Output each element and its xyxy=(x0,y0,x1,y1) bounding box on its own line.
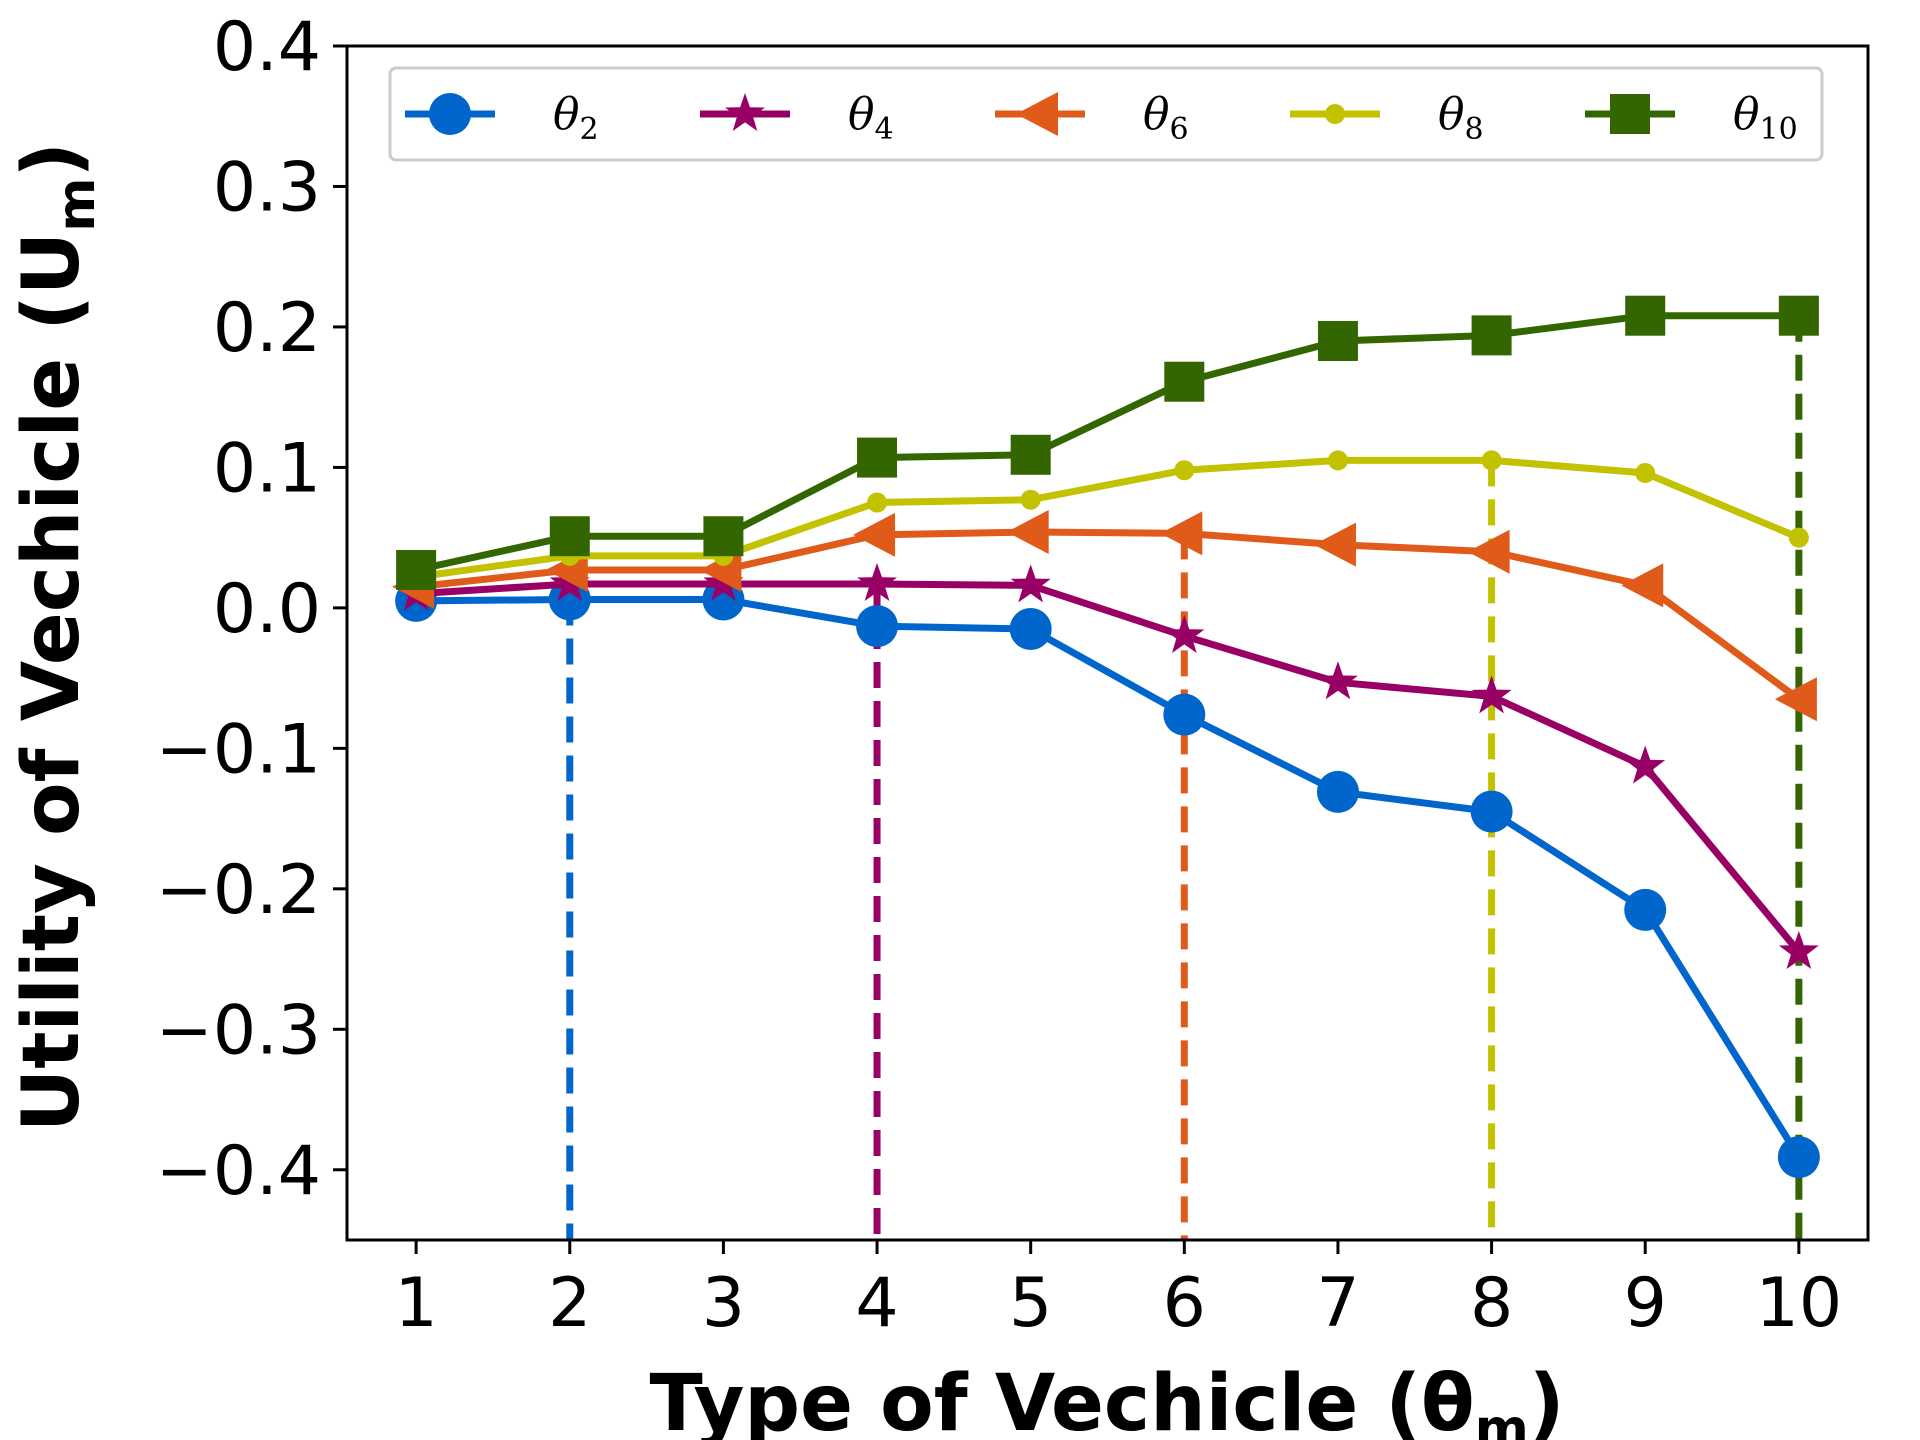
y-tick-label: −0.1 xyxy=(156,710,321,789)
y-tick-label: −0.3 xyxy=(156,991,321,1070)
y-tick-label: 0.4 xyxy=(213,8,321,87)
legend-marker xyxy=(725,93,765,131)
data-point xyxy=(1777,1136,1820,1179)
data-point xyxy=(1164,615,1205,653)
data-point xyxy=(1010,564,1051,603)
legend-label: θ8 xyxy=(1438,89,1484,147)
data-point xyxy=(1778,295,1819,336)
series-θ10 xyxy=(396,295,1819,590)
legend-marker xyxy=(1610,94,1650,134)
y-tick-label: 0.0 xyxy=(213,570,321,649)
data-point xyxy=(702,578,745,621)
data-point xyxy=(867,492,888,513)
legend-item: θ10 xyxy=(1585,89,1798,147)
y-tick-label: 0.1 xyxy=(213,429,321,508)
series-θ2 xyxy=(395,578,1820,1179)
data-point xyxy=(1318,661,1358,700)
x-axis-label-subscript: m xyxy=(1475,1399,1529,1440)
data-point xyxy=(1313,522,1356,567)
data-point xyxy=(1624,888,1667,931)
legend-marker xyxy=(1325,104,1345,124)
x-tick-label: 1 xyxy=(395,1264,438,1343)
data-point xyxy=(1163,693,1206,736)
x-tick-label: 2 xyxy=(548,1264,591,1343)
data-point xyxy=(396,549,437,590)
data-point xyxy=(1635,463,1656,484)
data-point xyxy=(1621,563,1664,608)
legend-item: θ4 xyxy=(700,89,894,147)
data-point xyxy=(549,516,590,557)
y-axis-label-text: Utility of Vechicle (U xyxy=(7,232,97,1132)
series-line xyxy=(415,580,1802,955)
legend-item: θ2 xyxy=(405,89,599,147)
series-line xyxy=(415,456,1801,581)
data-point xyxy=(1020,489,1041,510)
data-point xyxy=(853,512,896,557)
x-tick-label: 6 xyxy=(1163,1264,1206,1343)
legend-item: θ6 xyxy=(995,89,1189,147)
data-point xyxy=(1160,511,1203,556)
plot-background xyxy=(347,46,1868,1240)
data-point xyxy=(1009,607,1052,650)
data-point xyxy=(548,578,591,621)
legend-label: θ6 xyxy=(1143,89,1189,147)
x-tick-label: 9 xyxy=(1624,1264,1667,1343)
data-point xyxy=(1010,434,1051,475)
optimum-guide-lines xyxy=(566,315,1803,1240)
y-axis-label-close: ) xyxy=(7,142,97,178)
data-point xyxy=(1481,450,1502,471)
y-tick-label: 0.2 xyxy=(213,289,321,368)
data-point xyxy=(1774,677,1817,722)
data-point xyxy=(1470,790,1513,833)
y-tick-label: 0.3 xyxy=(213,148,321,227)
legend-marker xyxy=(1016,92,1058,136)
series-line xyxy=(415,528,1801,703)
data-point xyxy=(703,516,744,557)
legend-item: θ8 xyxy=(1290,89,1484,147)
legend: θ2 θ4 θ6 θ8 θ10 xyxy=(388,66,1824,162)
y-tick-label: −0.4 xyxy=(156,1132,321,1211)
data-point xyxy=(857,437,898,478)
x-tick-label: 4 xyxy=(855,1264,898,1343)
data-point xyxy=(1467,529,1510,574)
data-point xyxy=(1006,510,1049,555)
legend-label: θ4 xyxy=(848,89,894,147)
legend-box xyxy=(388,66,1824,162)
series-line xyxy=(415,312,1799,574)
data-point xyxy=(1174,460,1195,481)
x-tick-label: 3 xyxy=(702,1264,745,1343)
data-point xyxy=(1317,320,1358,361)
x-tick-label: 7 xyxy=(1316,1264,1359,1343)
data-point xyxy=(1788,527,1809,548)
x-axis-label-text: Type of Vechicle (θ xyxy=(650,1359,1475,1440)
data-point xyxy=(1471,315,1512,356)
legend-marker xyxy=(429,93,471,135)
data-point xyxy=(1327,450,1348,471)
y-axis-label: Utility of Vechicle (Um) xyxy=(7,142,107,1132)
data-point xyxy=(1316,770,1359,813)
axis-ticks: 1 2 3 4 5 6 7 8 9 10 0.4 0.3 0.2 0.1 0.0 −0.1 −0.2 −0.3 −0… xyxy=(156,8,1842,1343)
data-point xyxy=(1471,675,1512,714)
y-axis-label-subscript: m xyxy=(47,178,107,232)
x-axis-label-close: ) xyxy=(1529,1359,1565,1440)
legend-label: θ2 xyxy=(553,89,599,147)
legend-label: θ10 xyxy=(1733,89,1798,147)
data-point xyxy=(1778,931,1819,969)
data-point xyxy=(856,605,899,648)
x-tick-label: 8 xyxy=(1470,1264,1513,1343)
data-point xyxy=(857,563,897,601)
x-axis-label: Type of Vechicle (θm) xyxy=(650,1359,1565,1440)
data-point xyxy=(1625,295,1666,336)
plot-area xyxy=(347,46,1868,1240)
series-line xyxy=(416,596,1802,1159)
data-point xyxy=(1625,745,1666,784)
axes-frame xyxy=(345,44,1870,1242)
x-tick-label: 10 xyxy=(1756,1264,1843,1343)
y-tick-label: −0.2 xyxy=(156,851,321,930)
x-tick-label: 5 xyxy=(1009,1264,1052,1343)
series-layer xyxy=(392,295,1820,1179)
data-point xyxy=(1164,361,1205,402)
